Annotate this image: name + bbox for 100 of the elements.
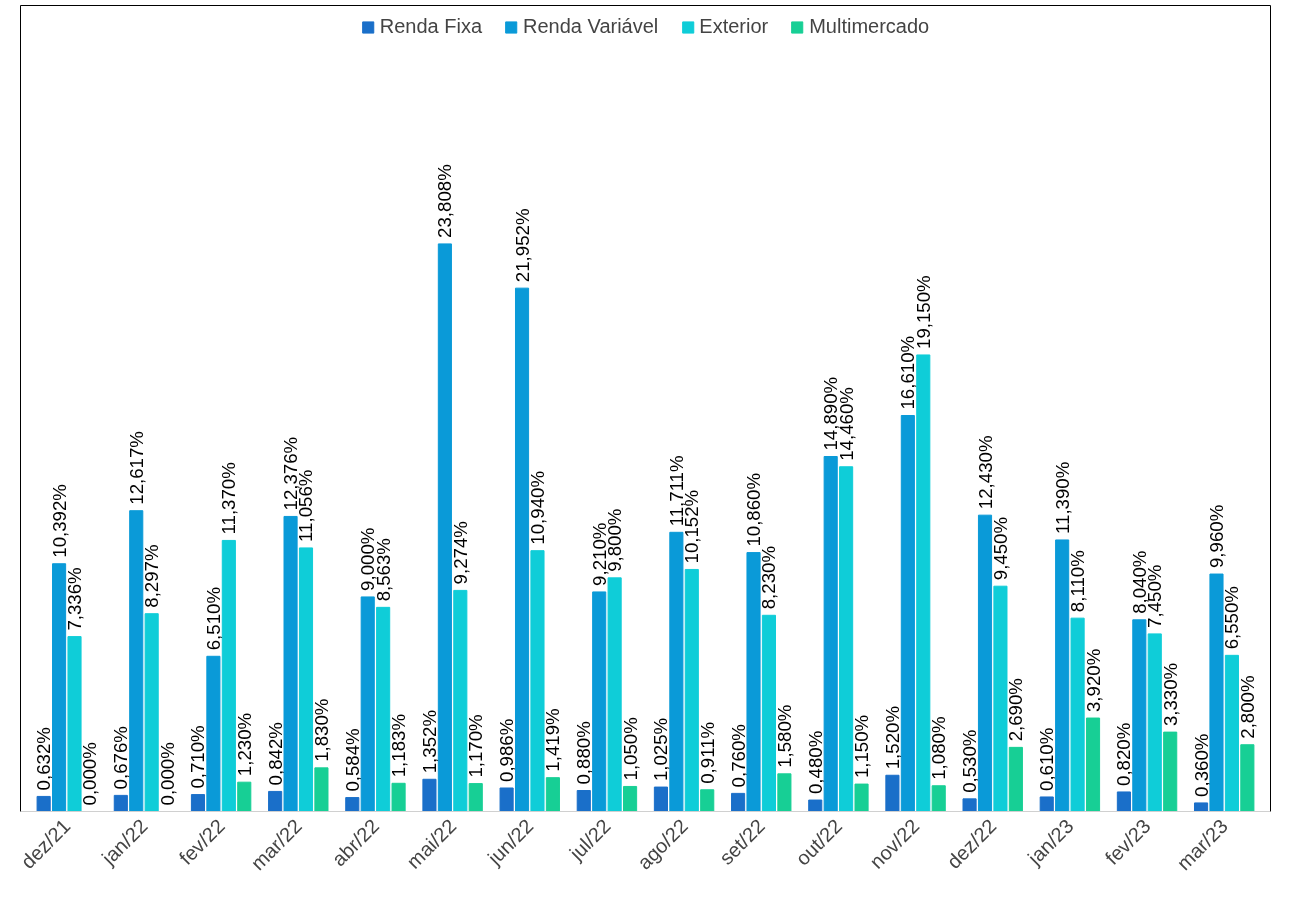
data-label: 1,080% xyxy=(928,716,950,780)
bar xyxy=(777,773,792,812)
bar xyxy=(437,243,452,812)
data-label: 0,820% xyxy=(1113,722,1135,786)
bar xyxy=(1116,791,1131,812)
bar xyxy=(129,510,144,812)
bar xyxy=(993,585,1008,812)
data-label: 8,230% xyxy=(758,546,780,610)
data-label: 0,760% xyxy=(727,724,749,788)
data-label: 0,584% xyxy=(341,728,363,792)
bar xyxy=(808,799,823,812)
data-label: 12,430% xyxy=(974,435,996,510)
data-label: 0,000% xyxy=(156,742,178,806)
bar xyxy=(1008,746,1023,812)
bar xyxy=(823,456,838,812)
bar xyxy=(1224,654,1239,812)
bar xyxy=(514,287,530,812)
bar xyxy=(731,792,746,812)
bar xyxy=(1194,802,1209,812)
data-label: 9,960% xyxy=(1205,504,1227,569)
data-label: 3,920% xyxy=(1082,648,1104,713)
data-label: 0,530% xyxy=(959,729,981,793)
bar xyxy=(1147,633,1162,812)
data-label: 1,419% xyxy=(542,708,564,772)
bar xyxy=(468,783,483,812)
bar xyxy=(962,798,977,812)
data-label: 0,610% xyxy=(1036,727,1058,791)
bar xyxy=(314,767,329,812)
bar xyxy=(761,614,777,812)
bar xyxy=(1070,617,1085,812)
legend-label: Renda Fixa xyxy=(379,15,483,38)
data-label: 3,330% xyxy=(1159,662,1181,727)
data-label: 9,450% xyxy=(989,516,1011,581)
bar xyxy=(839,466,854,812)
data-label: 1,025% xyxy=(650,717,672,782)
data-label: 1,170% xyxy=(465,714,487,778)
data-label: 8,110% xyxy=(1067,550,1089,613)
data-label: 0,632% xyxy=(33,727,55,791)
data-label: 0,676% xyxy=(110,726,132,790)
bar xyxy=(653,786,668,812)
data-label: 12,617% xyxy=(125,431,147,505)
data-label: 8,297% xyxy=(141,544,163,608)
data-label: 1,580% xyxy=(773,704,795,768)
bar xyxy=(1039,796,1054,812)
legend-label: Renda Variável xyxy=(523,15,659,38)
data-label: 1,830% xyxy=(310,698,332,762)
data-label: 1,150% xyxy=(851,714,873,779)
data-label: 2,800% xyxy=(1236,675,1258,739)
data-label: 10,860% xyxy=(743,472,765,547)
data-label: 7,336% xyxy=(64,567,86,631)
bar xyxy=(1085,717,1101,812)
data-label: 21,952% xyxy=(511,208,533,283)
data-label: 10,940% xyxy=(526,471,548,545)
bar xyxy=(545,777,560,812)
bar xyxy=(52,563,67,812)
bar xyxy=(700,789,715,812)
data-label: 11,390% xyxy=(1051,461,1073,534)
bar xyxy=(1209,573,1224,812)
bar xyxy=(499,787,514,812)
bar xyxy=(345,797,360,812)
bar xyxy=(1240,744,1255,812)
bar xyxy=(376,606,391,812)
data-label: 6,510% xyxy=(202,587,224,651)
bar xyxy=(885,774,900,812)
bar xyxy=(576,790,591,812)
bar xyxy=(1055,539,1070,812)
bar xyxy=(746,552,761,812)
bar xyxy=(391,782,406,812)
bar xyxy=(900,415,915,812)
bar xyxy=(916,354,931,812)
data-label: 11,370% xyxy=(218,462,240,535)
bar xyxy=(268,790,283,812)
bar xyxy=(206,655,221,812)
data-label: 10,392% xyxy=(48,484,70,558)
bar xyxy=(931,785,946,812)
bar xyxy=(592,591,607,812)
data-label: 0,480% xyxy=(804,730,826,795)
bar xyxy=(1132,619,1147,812)
bar xyxy=(144,613,159,812)
data-label: 23,808% xyxy=(434,164,456,238)
data-label: 0,880% xyxy=(573,721,595,785)
bar xyxy=(422,778,437,812)
bar xyxy=(237,781,252,812)
bar xyxy=(623,785,638,812)
bar xyxy=(1163,731,1178,812)
legend-label: Exterior xyxy=(699,15,769,38)
bar xyxy=(854,783,869,812)
data-label: 9,274% xyxy=(449,521,471,585)
data-label: 0,360% xyxy=(1190,733,1212,797)
bar xyxy=(453,589,468,812)
bar xyxy=(113,794,128,812)
bar xyxy=(530,550,545,812)
data-label: 0,986% xyxy=(496,718,518,782)
data-label: 0,842% xyxy=(264,722,286,786)
data-label: 1,352% xyxy=(418,709,440,774)
data-label: 1,050% xyxy=(619,717,641,781)
data-label: 2,690% xyxy=(1005,678,1027,742)
bar xyxy=(977,514,993,812)
data-label: 6,550% xyxy=(1221,586,1243,650)
bar xyxy=(669,531,684,812)
